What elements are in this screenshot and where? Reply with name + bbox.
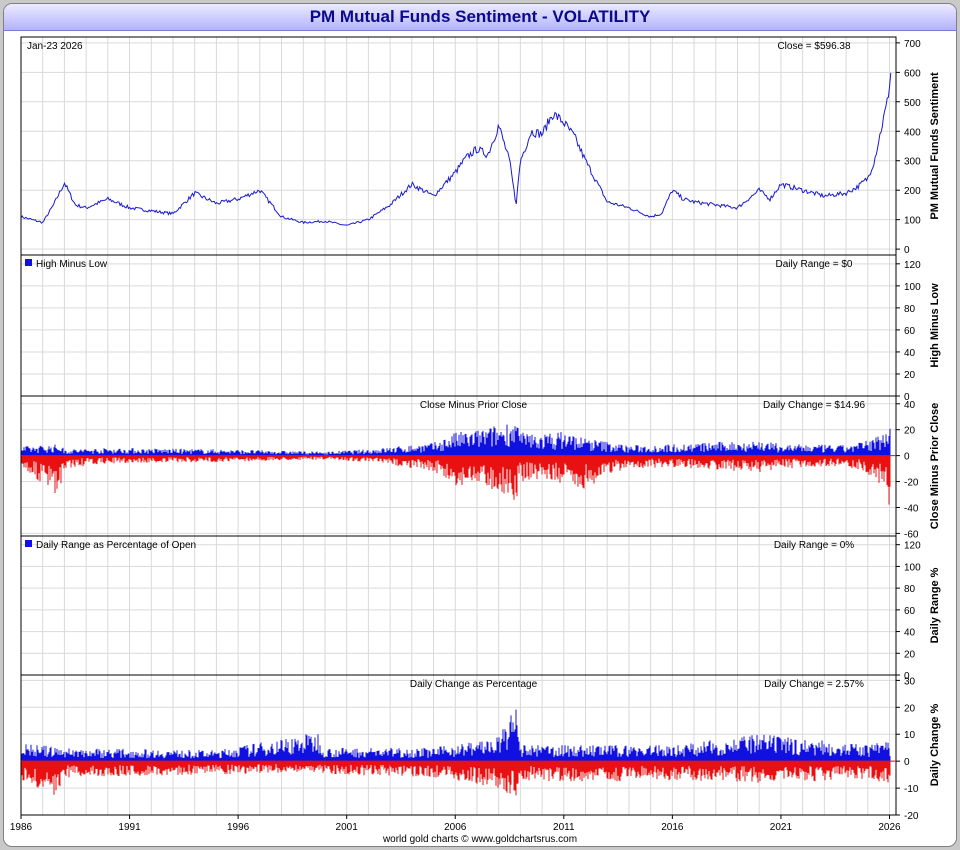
- legend-swatch: [25, 540, 32, 547]
- chart-title: PM Mutual Funds Sentiment - VOLATILITY: [4, 4, 956, 31]
- plot-area: [21, 37, 896, 255]
- y-tick-label: 120: [904, 541, 921, 552]
- y-tick-label: 20: [904, 649, 916, 660]
- y-tick-label: -60: [904, 529, 919, 540]
- legend-label: High Minus Low: [36, 259, 108, 270]
- y-tick-label: 20: [904, 426, 916, 437]
- y-tick-label: 300: [904, 157, 921, 168]
- chart-panel-2: 0 20 40 60 80 100 120 High Minus Low High Minus …: [20, 254, 941, 403]
- legend-swatch: [25, 259, 32, 266]
- down-bars: [21, 455, 891, 505]
- up-bars: [21, 709, 891, 762]
- value-readout: Daily Range = 0%: [774, 540, 854, 551]
- chart-panel-3: -60 -40 -20 0 20 40 Close Minus Prior Close Clo…: [20, 395, 941, 540]
- x-tick-label: 2001: [336, 822, 359, 833]
- y-tick-label: 0: [904, 452, 910, 463]
- y-tick-label: 0: [904, 245, 910, 256]
- x-tick-label: 2016: [661, 822, 684, 833]
- x-tick-label: 1991: [118, 822, 141, 833]
- value-readout: Close = $596.38: [777, 41, 851, 52]
- y-tick-label: 0: [904, 671, 910, 682]
- plot-area: [21, 255, 896, 396]
- y-tick-label: 60: [904, 606, 916, 617]
- y-tick-label: 20: [904, 703, 916, 714]
- y-tick-label: 30: [904, 676, 916, 687]
- chart-panel-4: 0 20 40 60 80 100 120 Daily Range % Daily Range …: [20, 535, 941, 682]
- y-axis-label: PM Mutual Funds Sentiment: [929, 72, 941, 220]
- y-axis-label: Daily Range %: [929, 567, 941, 643]
- y-tick-label: 0: [904, 757, 910, 768]
- x-tick-label: 1996: [227, 822, 250, 833]
- y-tick-label: 10: [904, 730, 916, 741]
- x-tick-label: 2006: [444, 822, 467, 833]
- y-tick-label: 20: [904, 370, 916, 381]
- y-tick-label: 80: [904, 304, 916, 315]
- y-tick-label: 700: [904, 39, 921, 50]
- y-tick-label: 200: [904, 186, 921, 197]
- x-tick-label: 1986: [10, 822, 33, 833]
- x-tick-label: 2026: [878, 822, 901, 833]
- y-tick-label: 100: [904, 282, 921, 293]
- price-series-line: [20, 72, 892, 226]
- value-readout: Daily Range = $0: [776, 259, 853, 270]
- up-bars: [21, 424, 891, 456]
- x-tick-label: 2021: [770, 822, 793, 833]
- chart-panel-5: -20 -10 0 10 20 30 Daily Change % Daily Change …: [20, 674, 941, 822]
- y-tick-label: -20: [904, 811, 919, 822]
- y-tick-label: 40: [904, 348, 916, 359]
- y-tick-label: 100: [904, 216, 921, 227]
- y-tick-label: 40: [904, 628, 916, 639]
- chart-panel-1: 0 100 200 300 400 500 600 700 PM Mutual Funds Se…: [20, 36, 941, 256]
- value-readout: Daily Change = 2.57%: [764, 679, 864, 690]
- y-tick-label: -40: [904, 503, 919, 514]
- y-tick-label: 40: [904, 400, 916, 411]
- x-tick-label: 2011: [553, 822, 575, 833]
- down-bars: [21, 761, 891, 796]
- y-tick-label: 100: [904, 562, 921, 573]
- y-tick-label: 80: [904, 584, 916, 595]
- y-tick-label: 500: [904, 98, 921, 109]
- y-tick-label: -10: [904, 784, 919, 795]
- y-axis-label: High Minus Low: [929, 283, 941, 368]
- panel-caption: Close Minus Prior Close: [420, 400, 528, 411]
- y-axis-label: Daily Change %: [929, 704, 941, 787]
- footer-credit: world gold charts © www.goldchartsrus.co…: [382, 834, 578, 845]
- y-tick-label: 120: [904, 260, 921, 271]
- y-tick-label: -20: [904, 478, 919, 489]
- plot-border: [20, 674, 897, 816]
- y-tick-label: 600: [904, 68, 921, 79]
- date-label: Jan-23 2026: [27, 41, 83, 52]
- y-axis-label: Close Minus Prior Close: [929, 403, 941, 530]
- y-tick-label: 400: [904, 127, 921, 138]
- chart-window: PM Mutual Funds Sentiment - VOLATILITY 0…: [3, 3, 957, 847]
- y-tick-label: 0: [904, 392, 910, 403]
- plot-area: [21, 536, 896, 675]
- y-tick-label: 60: [904, 326, 916, 337]
- legend-label: Daily Range as Percentage of Open: [36, 540, 196, 551]
- value-readout: Daily Change = $14.96: [763, 400, 865, 411]
- panel-caption: Daily Change as Percentage: [410, 679, 538, 690]
